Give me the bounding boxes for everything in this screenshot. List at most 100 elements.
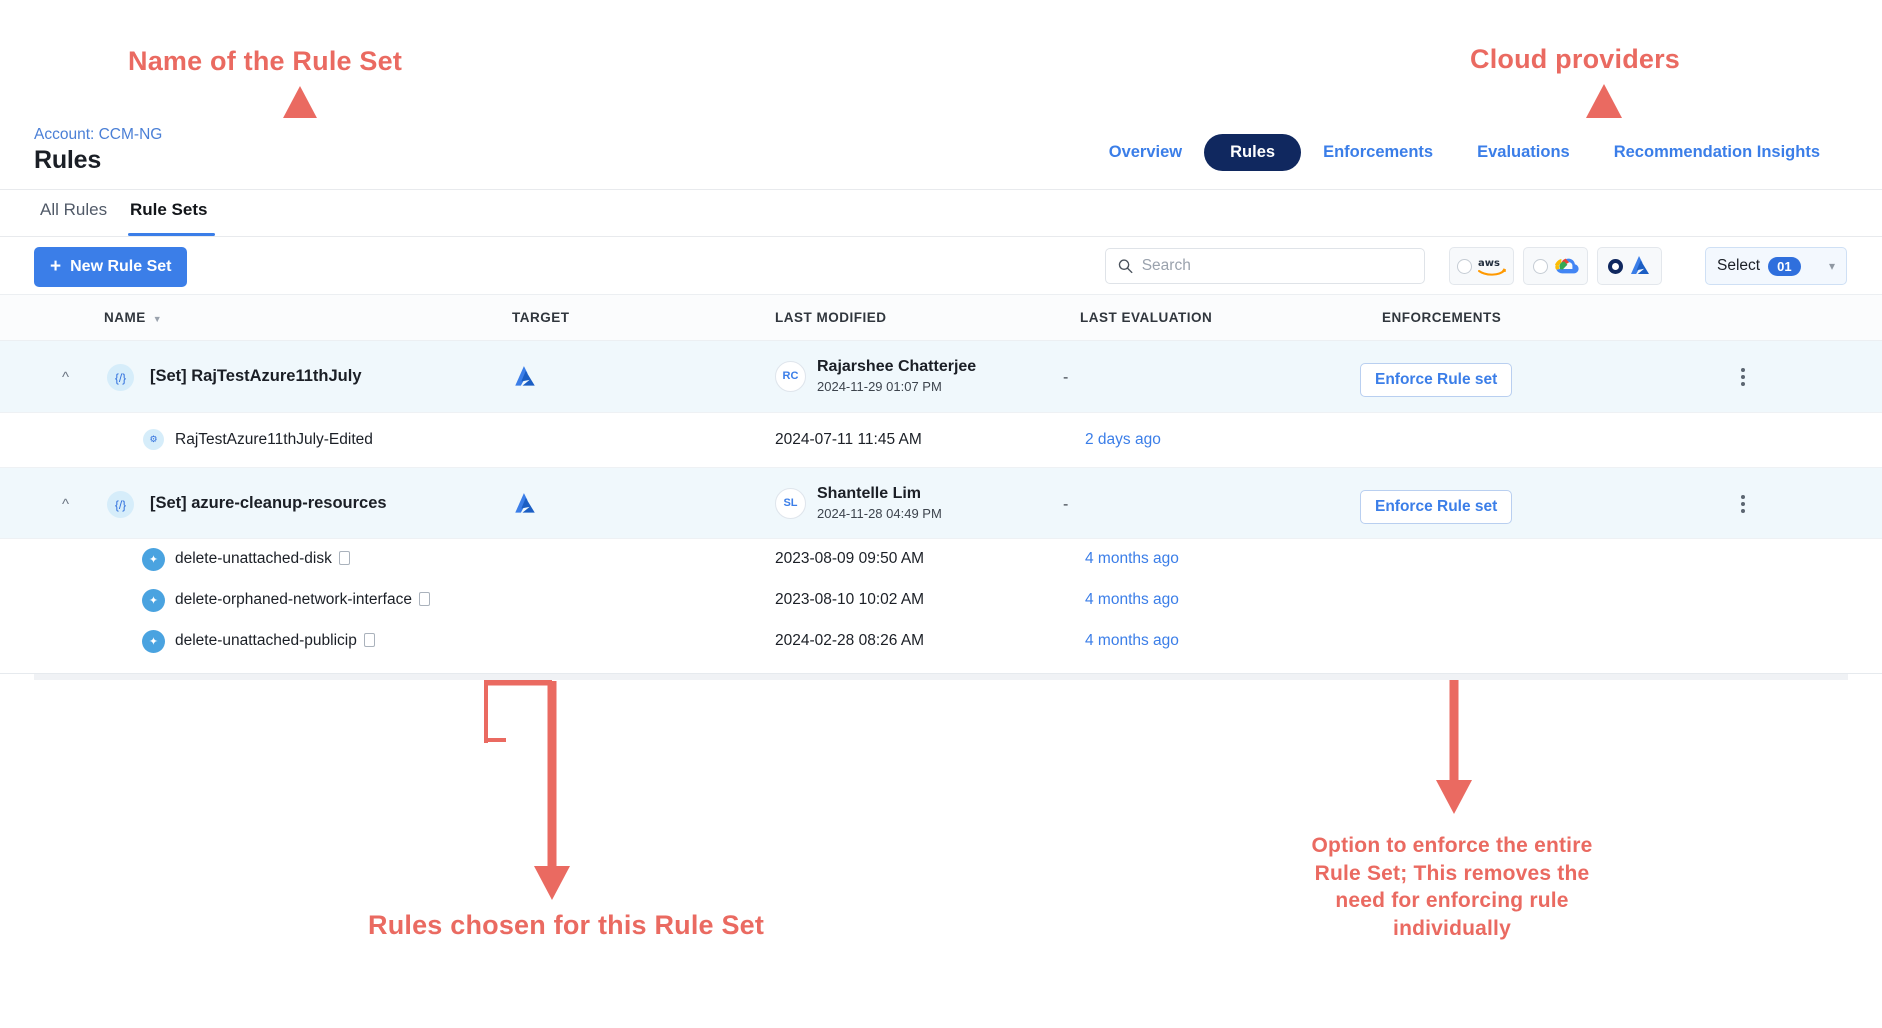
rule-name[interactable]: RajTestAzure11thJuly-Edited (175, 431, 373, 448)
rule-modified-at: 2024-07-11 11:45 AM (775, 431, 922, 448)
table-row[interactable]: ^ {/} [Set] azure-cleanup-resources SL S… (0, 467, 1882, 539)
annotation-rule-set-name: Name of the Rule Set (128, 46, 403, 76)
search-box[interactable] (1105, 248, 1425, 284)
nav-item-overview[interactable]: Overview (1108, 143, 1183, 161)
rule-name[interactable]: delete-orphaned-network-interface (175, 591, 430, 609)
rule-sets-table: NAME ▼ TARGET LAST MODIFIED LAST EVALUATI… (0, 294, 1882, 680)
rule-set-children: ⚙ RajTestAzure11thJuly-Edited 2024-07-11… (0, 413, 1882, 467)
app-header: Account: CCM-NG Rules Overview Rules Enf… (0, 118, 1882, 190)
gcp-radio[interactable] (1532, 258, 1548, 274)
svg-text:aws: aws (1478, 258, 1500, 269)
aws-radio[interactable] (1456, 258, 1472, 274)
gcp-icon (1554, 258, 1579, 274)
nav-item-enforcements[interactable]: Enforcements (1323, 143, 1434, 161)
search-icon (1118, 259, 1133, 274)
avatar: SL (775, 487, 806, 519)
last-evaluation-value: - (1063, 496, 1069, 513)
enforce-rule-set-button[interactable]: Enforce Rule set (1360, 490, 1513, 524)
azure-icon (1630, 256, 1649, 274)
rule-modified-at: 2023-08-09 09:50 AM (775, 550, 925, 567)
page-title: Rules (34, 146, 102, 174)
select-dropdown[interactable]: Select 01 ▾ (1705, 247, 1847, 285)
rule-name-text: delete-unattached-disk (175, 550, 332, 567)
provider-toggle-gcp[interactable] (1523, 247, 1588, 285)
select-count-badge: 01 (1768, 256, 1801, 276)
avatar: RC (775, 360, 806, 392)
list-item[interactable]: ✦ delete-orphaned-network-interface 2023… (0, 580, 1882, 621)
column-header-last-modified: LAST MODIFIED (775, 310, 887, 325)
sort-caret-icon[interactable]: ▼ (152, 314, 163, 324)
last-modified-cell: SL Shantelle Lim 2024-11-28 04:49 PM (775, 485, 942, 521)
table-bottom-edge (34, 674, 1848, 680)
rule-icon: ✦ (142, 630, 165, 653)
rule-last-evaluation[interactable]: 4 months ago (1085, 591, 1179, 608)
rule-name-text: delete-orphaned-network-interface (175, 591, 412, 608)
copy-icon[interactable] (363, 633, 375, 647)
plus-icon: + (50, 256, 62, 277)
sub-tabs: All Rules Rule Sets (0, 190, 1882, 237)
rule-last-evaluation[interactable]: 4 months ago (1085, 550, 1179, 567)
chevron-down-icon: ▾ (1828, 259, 1835, 273)
rule-set-icon: {/} (107, 364, 134, 391)
table-header-row: NAME ▼ TARGET LAST MODIFIED LAST EVALUATI… (0, 294, 1882, 341)
rule-last-evaluation[interactable]: 4 months ago (1085, 632, 1179, 649)
modified-at-timestamp: 2024-11-29 01:07 PM (817, 379, 942, 394)
table-row[interactable]: ^ {/} [Set] RajTestAzure11thJuly RC Raja… (0, 341, 1882, 413)
modified-by-name: Rajarshee Chatterjee (817, 358, 977, 375)
copy-icon[interactable] (338, 551, 350, 565)
collapse-chevron-icon[interactable]: ^ (62, 369, 70, 386)
modified-by-name: Shantelle Lim (817, 485, 922, 502)
last-modified-cell: RC Rajarshee Chatterjee 2024-11-29 01:07… (775, 358, 976, 394)
rule-set-icon: {/} (107, 491, 134, 518)
search-input[interactable] (1141, 257, 1412, 275)
primary-nav: Overview Rules Enforcements Evaluations … (1087, 134, 1842, 171)
collapse-chevron-icon[interactable]: ^ (62, 496, 70, 513)
azure-target-icon (515, 493, 535, 513)
row-actions-kebab-icon[interactable] (1733, 492, 1753, 516)
tab-active-underline (128, 233, 215, 236)
new-rule-set-button[interactable]: + New Rule Set (34, 247, 188, 287)
annotation-cloud-providers: Cloud providers (1470, 44, 1681, 74)
nav-item-recommendation-insights[interactable]: Recommendation Insights (1613, 143, 1820, 161)
annotation-enforce-rule-set: Option to enforce the entire Rule Set; T… (1311, 834, 1593, 941)
column-header-target: TARGET (512, 310, 570, 325)
list-item[interactable]: ✦ delete-unattached-disk 2023-08-09 09:5… (0, 539, 1882, 580)
rule-name-text: delete-unattached-publicip (175, 632, 357, 649)
toolbar: + New Rule Set aws (0, 237, 1882, 294)
provider-toggle-aws[interactable]: aws (1449, 247, 1514, 285)
account-breadcrumb[interactable]: Account: CCM-NG (34, 126, 163, 143)
column-header-enforcements: ENFORCEMENTS (1382, 310, 1502, 325)
column-header-name-label: NAME (104, 310, 146, 325)
app-window: Account: CCM-NG Rules Overview Rules Enf… (0, 118, 1882, 680)
nav-item-evaluations[interactable]: Evaluations (1477, 143, 1570, 161)
azure-target-icon (515, 366, 535, 386)
rule-set-name[interactable]: [Set] azure-cleanup-resources (150, 494, 387, 512)
tab-rule-sets[interactable]: Rule Sets (130, 200, 208, 219)
last-evaluation-value: - (1063, 369, 1069, 386)
rule-set-name[interactable]: [Set] RajTestAzure11thJuly (150, 367, 362, 385)
azure-radio[interactable] (1607, 258, 1623, 274)
rule-last-evaluation[interactable]: 2 days ago (1085, 431, 1161, 448)
copy-icon[interactable] (418, 592, 430, 606)
modified-at-timestamp: 2024-11-28 04:49 PM (817, 506, 942, 521)
tab-all-rules[interactable]: All Rules (40, 200, 108, 219)
list-item[interactable]: ⚙ RajTestAzure11thJuly-Edited 2024-07-11… (0, 413, 1882, 467)
select-label: Select (1717, 257, 1761, 274)
rule-name[interactable]: delete-unattached-disk (175, 550, 350, 568)
annotation-rules-chosen: Rules chosen for this Rule Set (368, 910, 765, 940)
enforce-rule-set-button[interactable]: Enforce Rule set (1360, 363, 1513, 397)
new-rule-set-label: New Rule Set (70, 258, 172, 275)
rule-icon: ⚙ (143, 429, 164, 450)
column-header-name[interactable]: NAME ▼ (104, 310, 162, 325)
provider-toggle-azure[interactable] (1597, 247, 1662, 285)
rule-modified-at: 2023-08-10 10:02 AM (775, 591, 925, 608)
column-header-last-evaluation: LAST EVALUATION (1080, 310, 1213, 325)
nav-item-rules[interactable]: Rules (1204, 134, 1302, 171)
row-actions-kebab-icon[interactable] (1733, 365, 1753, 389)
rule-icon: ✦ (142, 548, 165, 571)
rule-set-children: ✦ delete-unattached-disk 2023-08-09 09:5… (0, 539, 1882, 674)
list-item[interactable]: ✦ delete-unattached-publicip 2024-02-28 … (0, 621, 1882, 662)
rule-name[interactable]: delete-unattached-publicip (175, 632, 375, 650)
aws-icon: aws (1477, 258, 1506, 276)
